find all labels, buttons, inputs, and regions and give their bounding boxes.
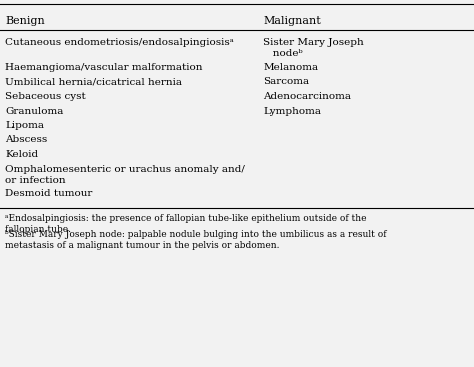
Text: Keloid: Keloid — [5, 150, 38, 159]
Text: ᵃEndosalpingiosis: the presence of fallopian tube-like epithelium outside of the: ᵃEndosalpingiosis: the presence of fallo… — [5, 214, 366, 234]
Text: Malignant: Malignant — [263, 16, 321, 26]
Text: Cutaneous endometriosis/endosalpingiosisᵃ: Cutaneous endometriosis/endosalpingiosis… — [5, 38, 234, 47]
Text: Umbilical hernia/cicatrical hernia: Umbilical hernia/cicatrical hernia — [5, 77, 182, 87]
Text: Desmoid tumour: Desmoid tumour — [5, 189, 92, 199]
Text: Abscess: Abscess — [5, 135, 47, 145]
Text: Sebaceous cyst: Sebaceous cyst — [5, 92, 86, 101]
Text: ᵇSister Mary Joseph node: palpable nodule bulging into the umbilicus as a result: ᵇSister Mary Joseph node: palpable nodul… — [5, 230, 386, 250]
Text: Granuloma: Granuloma — [5, 106, 64, 116]
Text: Benign: Benign — [5, 16, 45, 26]
Text: Haemangioma/vascular malformation: Haemangioma/vascular malformation — [5, 63, 202, 72]
Text: Sister Mary Joseph
   nodeᵇ: Sister Mary Joseph nodeᵇ — [263, 38, 364, 58]
Text: Lymphoma: Lymphoma — [263, 106, 321, 116]
Text: Omphalomesenteric or urachus anomaly and/
or infection: Omphalomesenteric or urachus anomaly and… — [5, 164, 245, 185]
Text: Adenocarcinoma: Adenocarcinoma — [263, 92, 351, 101]
Text: Sarcoma: Sarcoma — [263, 77, 309, 87]
Text: Melanoma: Melanoma — [263, 63, 318, 72]
Text: Lipoma: Lipoma — [5, 121, 44, 130]
